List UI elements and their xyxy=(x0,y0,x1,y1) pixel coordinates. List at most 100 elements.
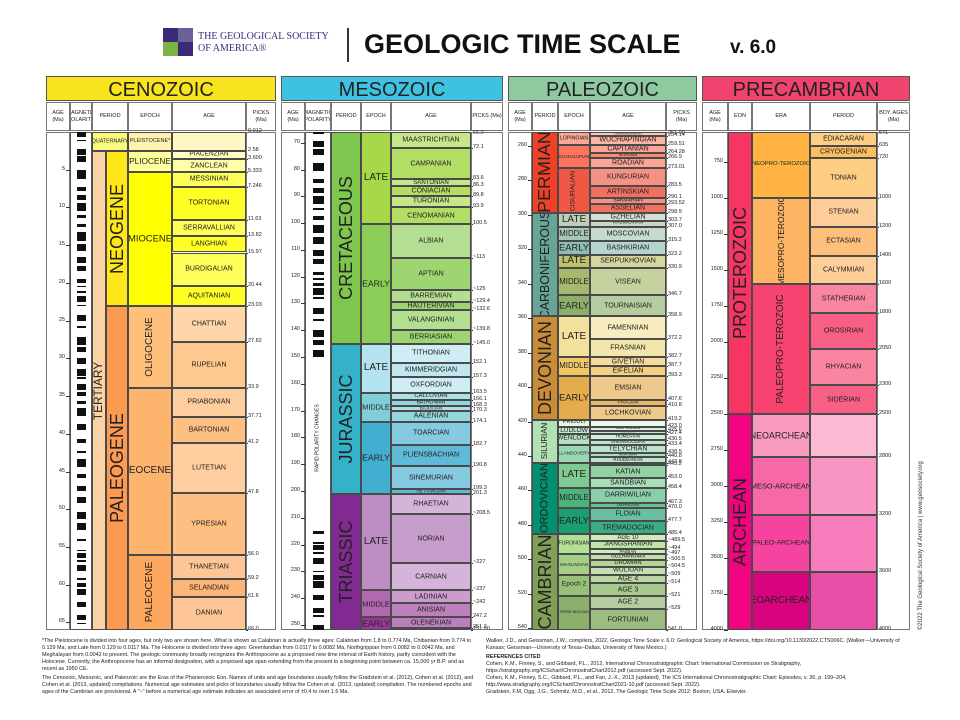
period-unit: CAMBRIAN xyxy=(532,534,558,630)
polarity-chron xyxy=(76,139,87,141)
period-unit: CRETACEOUS xyxy=(331,132,361,344)
age-unit: SHEINWOODIAN xyxy=(590,439,666,445)
period-unit: JURASSIC xyxy=(331,343,361,495)
polarity-chron xyxy=(312,141,325,148)
age-unit: SIDERIAN xyxy=(810,385,877,415)
pick-tick xyxy=(666,567,668,568)
pick-label: 157.3 xyxy=(473,372,487,379)
age-unit-label: AGE 2 xyxy=(617,598,639,606)
age-unit-label: STENIAN xyxy=(828,208,859,216)
polarity-chron xyxy=(76,285,87,288)
age-unit: SERRAVALLIAN xyxy=(172,219,246,237)
age-unit: BARTONIAN xyxy=(172,416,246,443)
column-header: PICKS (Ma) xyxy=(246,102,276,131)
polarity-chron xyxy=(76,295,87,303)
age-tick-label: 40 xyxy=(58,429,65,436)
age-tick-label: 45 xyxy=(58,467,65,474)
epoch-unit: FURONGIAN xyxy=(558,534,590,555)
period-unit: PERMIAN xyxy=(532,132,558,213)
pick-label: 56.0 xyxy=(248,550,259,557)
age-tick xyxy=(528,145,532,147)
pick-tick xyxy=(471,603,473,605)
age-unit-label: CALYMMIAN xyxy=(822,266,865,274)
polarity-chron xyxy=(312,288,325,295)
polarity-chron xyxy=(312,318,325,321)
polarity-chron xyxy=(312,607,325,613)
pick-tick xyxy=(666,464,668,466)
age-tick xyxy=(724,342,728,343)
polarity-chron xyxy=(312,350,325,357)
polarity-column xyxy=(305,132,331,630)
polarity-chron xyxy=(76,148,87,155)
age-unit: PIACENZIAN xyxy=(172,151,246,160)
age-tick xyxy=(301,598,305,599)
polarity-chron xyxy=(76,552,87,558)
age-tick-label: 340 xyxy=(517,279,527,286)
age-tick xyxy=(724,414,728,415)
age-tick xyxy=(528,559,532,561)
pick-column xyxy=(471,132,503,630)
epoch-unit-label: LLANDOVERY xyxy=(558,450,590,456)
pick-label: 251.2 xyxy=(473,624,487,631)
age-unit-label: ZANCLEAN xyxy=(190,162,228,170)
age-unit: SINEMURIAN xyxy=(391,466,471,490)
age-unit-label: AQUITANIAN xyxy=(187,292,231,300)
epoch-unit-label: MESOPRO-TEROZOIC xyxy=(775,198,786,285)
column-header: PERIOD xyxy=(532,102,558,131)
epoch-unit-label: LOPINGIAN xyxy=(559,134,589,141)
pick-tick xyxy=(471,411,473,412)
pick-label: 3.600 xyxy=(248,155,262,162)
age-tick-label: 400 xyxy=(517,383,527,390)
age-unit-label: AERONIAN xyxy=(619,453,637,457)
epoch-unit: MIOCENE xyxy=(128,172,172,306)
age-unit: HAUTERIVIAN xyxy=(391,301,471,311)
pick-label: ~489.5 xyxy=(668,537,685,544)
age-unit: AGE 10 xyxy=(590,534,666,542)
pick-label: ~208.5 xyxy=(473,509,490,516)
references: Walker, J.D., and Geissman, J.W., compil… xyxy=(486,638,906,696)
epoch-unit: EARLY xyxy=(361,224,391,344)
pick-tick xyxy=(471,590,473,591)
age-unit: CHATTIAN xyxy=(172,305,246,342)
polarity-chron xyxy=(76,588,87,596)
pick-tick xyxy=(877,313,879,314)
age-unit-label: DARRIWILIAN xyxy=(605,491,651,499)
epoch-unit: EARLY xyxy=(361,421,391,495)
pick-label: ~514 xyxy=(668,579,681,586)
age-unit: GUZHANGIAN xyxy=(590,554,666,561)
pick-tick xyxy=(666,457,668,458)
reference: Cohen, K.M., Finney, S., and Gibbard, P.… xyxy=(486,661,802,675)
polarity-chron xyxy=(312,224,325,234)
age-tick-label: 3000 xyxy=(710,482,723,489)
pick-label: 467.3 xyxy=(668,499,682,506)
pick-tick xyxy=(666,549,668,550)
age-unit-label: SANDBIAN xyxy=(610,479,646,487)
pick-label: 163.5 xyxy=(473,389,487,396)
age-unit: PRIABONIAN xyxy=(172,387,246,417)
tertiary-unit-label: TERTIARY xyxy=(92,361,106,420)
age-unit: OROSIRIAN xyxy=(810,313,877,350)
age-unit: FRASNIAN xyxy=(590,339,666,358)
polarity-chron xyxy=(76,565,87,572)
pick-label: 407.6 xyxy=(668,396,682,403)
age-tick-label: 65 xyxy=(58,618,65,625)
age-unit-label: AALENIAN xyxy=(413,412,449,420)
age-unit-label: CONIACIAN xyxy=(411,187,451,195)
pick-tick xyxy=(246,341,248,343)
epoch-unit-label: EOARCHEAN xyxy=(752,595,810,607)
epoch-unit: PALEOCENE xyxy=(128,554,172,630)
age-unit: BATHONIAN xyxy=(391,400,471,407)
epoch-unit-label: FURONGIAN xyxy=(558,540,590,547)
age-unit: ZANCLEAN xyxy=(172,159,246,173)
epoch-unit: LATE xyxy=(558,254,590,269)
age-unit-label: LUTETIAN xyxy=(192,464,226,472)
age-tick xyxy=(301,142,305,144)
pick-label: 201.3 xyxy=(473,490,487,497)
pick-label: ~494 xyxy=(668,545,681,552)
age-unit-label: OROSIRIAN xyxy=(823,327,864,335)
epoch-unit-label: TERRE-NEUVIAN xyxy=(559,609,589,614)
pick-tick xyxy=(666,462,668,464)
polarity-chron xyxy=(312,297,325,299)
pick-label: 3200 xyxy=(879,510,892,517)
pick-tick xyxy=(877,385,879,386)
